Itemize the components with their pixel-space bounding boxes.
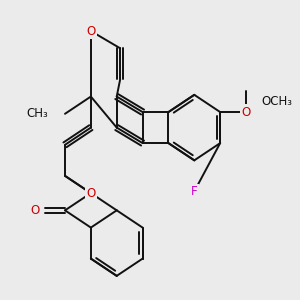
Text: O: O [86,25,95,38]
Text: F: F [191,185,198,198]
Text: OCH₃: OCH₃ [262,95,292,108]
Text: O: O [86,187,95,200]
Text: O: O [242,106,251,118]
Text: CH₃: CH₃ [26,107,48,120]
Text: O: O [30,204,39,217]
